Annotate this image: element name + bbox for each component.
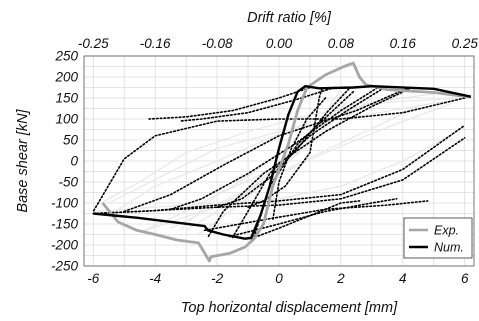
legend-label-exp: Exp. (434, 224, 459, 238)
num-cycle-line (250, 200, 361, 240)
x-tick-label: 0 (275, 271, 283, 286)
num-cycle-line (148, 86, 311, 120)
num-backbone-line (93, 85, 472, 240)
num-cycle-line (228, 198, 398, 238)
backbone-curves (93, 61, 472, 263)
num-cycle-line (92, 97, 466, 213)
legend-label-num: Num. (434, 241, 464, 255)
top-tick-label: 0.00 (266, 36, 293, 51)
x-tick-label: -2 (211, 271, 223, 286)
num-cycle-line (231, 88, 382, 239)
y-tick-label: -250 (51, 259, 79, 274)
tick-labels: -6 -4 -2 0 2 4 6 250 200 150 100 50 0 -50 -100 -150 -200… (51, 36, 478, 286)
x-tick-label: -4 (149, 271, 161, 286)
num-cycle-line (179, 86, 336, 122)
y-tick-label: 100 (55, 112, 78, 127)
y-tick-label: -200 (51, 238, 79, 253)
num-cycle-line (92, 124, 466, 215)
y-tick-label: -50 (58, 175, 78, 190)
num-cycle-line (272, 97, 327, 221)
x-tick-label: 4 (399, 271, 407, 286)
num-cycle-line (123, 86, 410, 213)
y-tick-label: 0 (70, 154, 78, 169)
y-tick-label: -100 (51, 196, 79, 211)
num-cycle-line (216, 86, 351, 208)
x-axis-title: Top horizontal displacement [mm] (181, 300, 398, 316)
y-tick-label: 50 (63, 133, 79, 148)
x-tick-label: 2 (336, 271, 345, 286)
y-tick-label: -150 (51, 217, 79, 232)
top-tick-label: 0.25 (452, 36, 479, 51)
legend: Exp. Num. (403, 217, 473, 259)
exp-cycle-line (139, 93, 403, 233)
top-tick-label: -0.16 (140, 36, 171, 51)
top-tick-label: 0.16 (390, 36, 417, 51)
legend-box (403, 217, 473, 259)
plot-frame (83, 55, 475, 267)
exp-cycle-line (93, 126, 465, 212)
numerical-cycles (92, 86, 466, 240)
exp-cycle-line (139, 103, 450, 233)
top-tick-label: -0.25 (78, 36, 109, 51)
exp-cycle-line (170, 105, 419, 229)
num-cycle-line (247, 86, 324, 208)
num-cycle-line (207, 86, 413, 239)
top-tick-label: 0.08 (328, 36, 355, 51)
y-tick-label: 250 (54, 49, 78, 64)
top-axis-title: Drift ratio [%] (247, 10, 332, 26)
num-cycle-line (203, 200, 429, 232)
y-tick-label: 150 (55, 91, 78, 106)
x-tick-label: 6 (461, 271, 469, 286)
num-cycle-line (169, 86, 379, 211)
top-tick-label: -0.08 (202, 36, 233, 51)
exp-backbone-line (101, 61, 472, 263)
x-tick-label: -6 (87, 271, 99, 286)
y-axis-title: Base shear [kN] (15, 108, 31, 212)
y-tick-label: 200 (54, 70, 78, 85)
exp-cycle-line (93, 97, 465, 208)
